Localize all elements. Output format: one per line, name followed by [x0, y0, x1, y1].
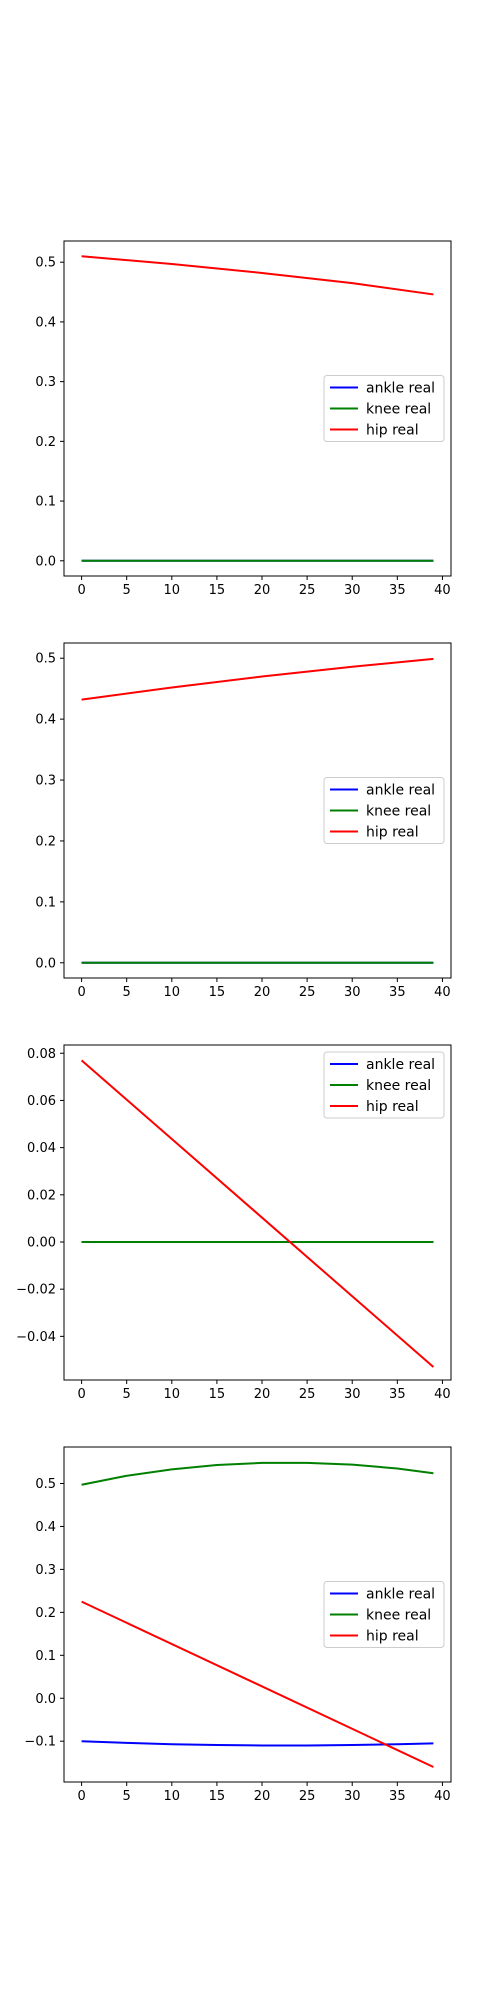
- x-tick-label: 5: [123, 1387, 131, 1402]
- x-tick-label: 20: [254, 1387, 271, 1402]
- x-tick-label: 35: [389, 583, 406, 598]
- x-tick-label: 5: [123, 583, 131, 598]
- x-tick-label: 0: [77, 1387, 85, 1402]
- y-tick-label: 0.02: [27, 1188, 56, 1203]
- y-tick-label: 0.0: [35, 956, 56, 971]
- x-tick-label: 0: [77, 1789, 85, 1804]
- legend: ankle real knee real hip real: [323, 777, 445, 844]
- x-tick-label: 0: [77, 985, 85, 1000]
- legend-label-ankle-real: ankle real: [366, 1587, 435, 1603]
- subplot-3: 0 5 10 15 20 25 30 35 40 −0.04 −0.02 0.00 0.02 0.04 0.…: [16, 1044, 452, 1402]
- y-tick-label: 0.2: [35, 1606, 56, 1621]
- legend-label-hip-real: hip real: [366, 825, 419, 841]
- x-tick-label: 30: [344, 1789, 361, 1804]
- x-tick-label: 35: [389, 1789, 406, 1804]
- x-tick-label: 15: [209, 1789, 226, 1804]
- x-tick-label: 20: [254, 1789, 271, 1804]
- legend-label-hip-real: hip real: [366, 1099, 419, 1115]
- axes-frame: [63, 1446, 452, 1783]
- y-tick-label: 0.1: [35, 1649, 56, 1664]
- y-tick-label: 0.3: [35, 774, 56, 789]
- x-tick-label: 20: [254, 583, 271, 598]
- y-tick-label: 0.3: [35, 1563, 56, 1578]
- legend: ankle real knee real hip real: [323, 1051, 445, 1119]
- y-tick-label: −0.02: [16, 1283, 56, 1298]
- x-tick-label: 30: [344, 1387, 361, 1402]
- y-tick-label: 0.06: [27, 1094, 56, 1109]
- x-tick-label: 40: [434, 985, 451, 1000]
- y-tick-label: 0.5: [35, 652, 56, 667]
- subplot-2: 0 5 10 15 20 25 30 35 40 0.0 0.1 0.2 0.3 0.4 0.5 ankle …: [35, 642, 452, 1000]
- axes-frame: [63, 240, 452, 577]
- series-line-hip-real: [81, 657, 434, 701]
- x-tick-label: 35: [389, 1387, 406, 1402]
- axes-frame: [63, 642, 452, 979]
- x-tick-label: 30: [344, 583, 361, 598]
- x-tick-label: 5: [123, 985, 131, 1000]
- series-line-hip-real: [81, 1600, 434, 1768]
- series-line-knee-real: [81, 1461, 434, 1486]
- axes-frame: [63, 1044, 452, 1381]
- legend-label-knee-real: knee real: [366, 1078, 431, 1094]
- x-tick-label: 40: [434, 1789, 451, 1804]
- y-tick-label: 0.5: [35, 1477, 56, 1492]
- series-line-ankle-real: [81, 1740, 434, 1747]
- legend-box: [323, 375, 445, 442]
- x-tick-label: 5: [123, 1789, 131, 1804]
- x-tick-label: 25: [299, 1789, 316, 1804]
- x-tick-label: 40: [434, 1387, 451, 1402]
- x-tick-label: 10: [164, 583, 181, 598]
- y-tick-label: 0.0: [35, 1692, 56, 1707]
- x-tick-label: 25: [299, 985, 316, 1000]
- series-line-hip-real: [80, 1059, 435, 1368]
- x-tick-label: 35: [389, 985, 406, 1000]
- legend-label-ankle-real: ankle real: [366, 381, 435, 397]
- subplot-4: 0 5 10 15 20 25 30 35 40 −0.1 0.0 0.1 0.2 0.3 0.4 0.5 an…: [24, 1446, 452, 1804]
- x-tick-label: 30: [344, 985, 361, 1000]
- y-tick-label: 0.2: [35, 435, 56, 450]
- x-tick-label: 15: [209, 1387, 226, 1402]
- x-tick-label: 15: [209, 583, 226, 598]
- series-line-hip-real: [81, 255, 434, 296]
- y-tick-label: 0.1: [35, 895, 56, 910]
- y-tick-label: 0.4: [35, 1520, 56, 1535]
- legend-label-hip-real: hip real: [366, 1629, 419, 1645]
- y-tick-label: −0.1: [24, 1735, 56, 1750]
- y-tick-label: 0.5: [35, 256, 56, 271]
- legend-label-ankle-real: ankle real: [366, 783, 435, 799]
- y-tick-label: 0.0: [35, 554, 56, 569]
- y-tick-label: 0.1: [35, 495, 56, 510]
- y-tick-label: 0.00: [27, 1235, 56, 1250]
- legend-label-ankle-real: ankle real: [366, 1057, 435, 1073]
- legend-label-knee-real: knee real: [366, 402, 431, 418]
- legend-box: [323, 1051, 445, 1119]
- x-tick-label: 10: [164, 1387, 181, 1402]
- legend-box: [323, 1581, 445, 1648]
- y-tick-label: 0.2: [35, 834, 56, 849]
- x-tick-label: 20: [254, 985, 271, 1000]
- legend-label-knee-real: knee real: [366, 804, 431, 820]
- x-tick-label: 40: [434, 583, 451, 598]
- x-tick-label: 10: [164, 985, 181, 1000]
- subplot-1: 0 5 10 15 20 25 30 35 40 0.0 0.1 0.2 0.3 0.4 0.5 ankle …: [35, 240, 452, 598]
- legend-label-hip-real: hip real: [366, 423, 419, 439]
- legend: ankle real knee real hip real: [323, 375, 445, 442]
- y-tick-label: 0.4: [35, 315, 56, 330]
- legend: ankle real knee real hip real: [323, 1581, 445, 1648]
- y-tick-label: −0.04: [16, 1330, 56, 1345]
- x-tick-label: 10: [164, 1789, 181, 1804]
- y-tick-label: 0.4: [35, 713, 56, 728]
- y-tick-label: 0.3: [35, 375, 56, 390]
- y-tick-label: 0.04: [27, 1141, 56, 1156]
- x-tick-label: 15: [209, 985, 226, 1000]
- x-tick-label: 0: [77, 583, 85, 598]
- legend-label-knee-real: knee real: [366, 1608, 431, 1624]
- x-tick-label: 25: [299, 1387, 316, 1402]
- legend-box: [323, 777, 445, 844]
- y-tick-label: 0.08: [27, 1047, 56, 1062]
- x-tick-label: 25: [299, 583, 316, 598]
